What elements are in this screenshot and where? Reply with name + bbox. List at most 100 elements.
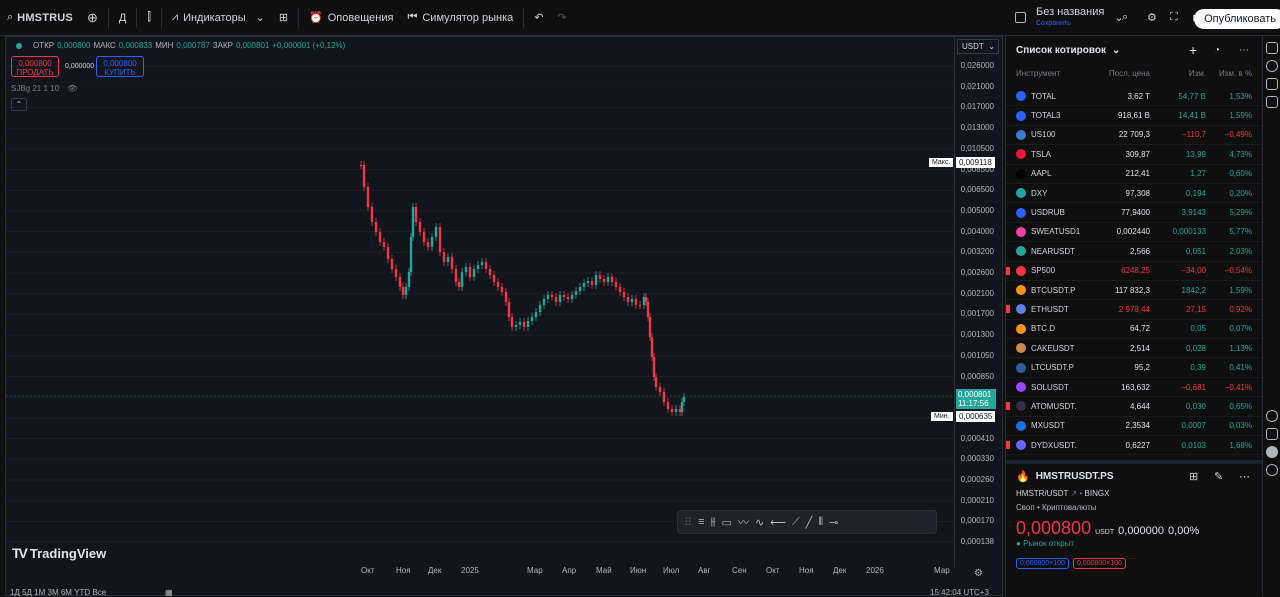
watchlist-row[interactable]: SOLUSDT 163,632 −0,681 −0,41% — [1006, 378, 1262, 398]
fib-icon[interactable]: ≡ — [698, 516, 705, 528]
row-symbol: SOLUSDT — [1031, 382, 1069, 392]
change-value: +0,000001 (+0,12%) — [272, 41, 346, 50]
col-last[interactable]: Посл. цена — [1108, 68, 1150, 78]
calendar-icon[interactable] — [1266, 428, 1278, 440]
watchlist-row[interactable]: TOTAL3 918,61 B 14,41 B 1,59% — [1006, 106, 1262, 126]
replay-icon: ⏮ — [407, 11, 418, 23]
target-icon[interactable] — [1266, 410, 1278, 422]
grid-icon[interactable]: ⊞ — [1189, 471, 1199, 483]
pitchfork-icon[interactable]: ⫵ — [710, 515, 716, 528]
rectangle-icon[interactable]: ▭ — [721, 516, 732, 529]
watchlist-title[interactable]: Список котировок — [1016, 44, 1106, 56]
watchlist-icon[interactable] — [1266, 42, 1278, 54]
path-icon[interactable]: 〰 — [737, 517, 749, 529]
plus-circle-icon: ⊕ — [86, 9, 98, 25]
quick-search-button[interactable]: ⌕ — [1115, 0, 1135, 36]
open-value: 0,000800 — [57, 41, 91, 50]
bar-countdown: 11:17:56 — [958, 399, 989, 408]
alerts-clock-icon[interactable] — [1266, 60, 1278, 72]
watchlist-row[interactable]: MXUSDT 2,3534 0,0007 0,03% — [1006, 417, 1262, 437]
watchlist-row[interactable]: CAKEUSDT 2,514 0,028 1,13% — [1006, 339, 1262, 359]
watchlist-row[interactable]: SP500 6248,25 −34,00 −0,54% — [1006, 262, 1262, 281]
broadcast-icon[interactable] — [1266, 464, 1278, 476]
apps-grid-icon[interactable] — [1266, 446, 1278, 458]
alerts-button[interactable]: ⏰ Оповещения — [302, 0, 400, 36]
horizontal-ray-icon[interactable]: ⟵ — [770, 516, 786, 529]
watchlist-row[interactable]: TSLA 309,87 13,99 4,73% — [1006, 145, 1262, 165]
candle-body — [642, 297, 646, 305]
layers-icon[interactable] — [1266, 78, 1278, 90]
buy-button[interactable]: 0,000800 КУПИТЬ — [96, 56, 144, 77]
candle-body — [570, 295, 574, 299]
row-change-pct: 1,68% — [1229, 440, 1252, 450]
curve-icon[interactable]: ∿ — [754, 516, 765, 529]
watchlist-row[interactable]: ATOMUSDT. 4,644 0,030 0,65% — [1006, 397, 1262, 417]
bars-pattern-icon[interactable]: ⦀ — [818, 515, 824, 528]
flag-icon[interactable] — [1006, 305, 1010, 314]
undo-button[interactable]: ↶ — [527, 0, 550, 36]
watchlist-row[interactable]: DYDXUSDT. 0,6227 0,0103 1,68% — [1006, 436, 1262, 456]
layouts-button[interactable]: ⊞ — [272, 0, 295, 36]
more-icon[interactable]: ⋯ — [1239, 471, 1250, 483]
trend-line-icon[interactable]: ⟋ — [791, 515, 800, 528]
chevron-down-icon: ⌄ — [255, 12, 265, 24]
col-instrument[interactable]: Инструмент — [1016, 68, 1061, 78]
price-chart[interactable] — [6, 37, 956, 567]
symbol-search[interactable]: ⌕ HMSTRUS — [0, 0, 80, 36]
chat-icon[interactable] — [1266, 96, 1278, 108]
watchlist-row[interactable]: BTC.D 64,72 0,05 0,07% — [1006, 320, 1262, 340]
price-axis[interactable]: USDT ⌄ 0,026000 0,021000 0,017000 0,013000 0… — [954, 37, 1002, 567]
calendar-icon[interactable]: ▦ — [165, 588, 173, 597]
ray-icon[interactable]: ╱ — [805, 516, 813, 529]
horizontal-line-icon[interactable]: ⊸ — [829, 516, 839, 529]
settings-button[interactable]: ⚙ — [1140, 0, 1164, 36]
watchlist-row[interactable]: AAPL 212,41 1,27 0,60% — [1006, 165, 1262, 184]
details-symbol[interactable]: HMSTRUSDT.PS — [1035, 471, 1114, 482]
publish-button[interactable]: Опубликовать — [1194, 9, 1280, 29]
candle-body — [518, 322, 522, 325]
layout-menu[interactable]: Без названия Сохранить ⌄ — [1008, 0, 1131, 36]
symbol-logo-icon — [1016, 382, 1026, 393]
gear-icon[interactable]: ⚙ — [974, 568, 983, 579]
replay-button[interactable]: ⏮ Симулятор рынка — [400, 0, 520, 36]
currency-select[interactable]: USDT ⌄ — [957, 39, 999, 54]
fullscreen-button[interactable]: ⛶ — [1163, 0, 1185, 36]
flag-icon[interactable] — [1006, 441, 1010, 450]
more-icon[interactable]: ⋯ — [1239, 44, 1249, 56]
pie-chart-icon[interactable]: ◔ — [1214, 44, 1221, 56]
flag-icon[interactable] — [1006, 402, 1010, 411]
collapse-legend-button[interactable]: ⌃ — [11, 98, 27, 111]
watchlist-row[interactable]: BTCUSDT.P 117 832,3 1842,2 1,59% — [1006, 281, 1262, 301]
time-axis[interactable]: Окт Ноя Дек 2025 Мар Апр Май Июн Июл Авг Сен Окт Ноя… — [6, 564, 956, 580]
watchlist-row[interactable]: LTCUSDT.P 95,2 0,39 0,41% — [1006, 358, 1262, 378]
flag-icon[interactable] — [1006, 266, 1010, 275]
add-symbol-icon[interactable]: + — [1189, 42, 1198, 58]
redo-button[interactable]: ↷ — [550, 0, 573, 36]
sell-button[interactable]: 0,000800 ПРОДАТЬ — [11, 56, 59, 77]
timeframe-presets[interactable]: 1Д 5Д 1М 3М 6М YTD Все — [10, 588, 107, 597]
add-symbol-button[interactable]: ⊕ — [80, 0, 105, 36]
row-change-pct: 2,03% — [1229, 246, 1252, 256]
chart-pane[interactable]: ОТКР 0,000800 МАКС 0,000833 МИН 0,000787 ЗА… — [5, 36, 1003, 596]
indicators-button[interactable]: ⩘ Индикаторы ⌄ — [165, 0, 272, 36]
price-tick: 0,000138 — [960, 537, 994, 547]
edit-icon[interactable]: ✎ — [1214, 471, 1224, 483]
watchlist-row[interactable]: DXY 97,308 0,194 0,20% — [1006, 184, 1262, 204]
col-change[interactable]: Изм. — [1188, 68, 1206, 78]
watchlist-row[interactable]: NEARUSDT 2,566 0,051 2,03% — [1006, 242, 1262, 262]
interval-button[interactable]: Д — [118, 11, 127, 24]
candle-body — [626, 297, 630, 302]
eye-icon[interactable]: 👁 — [67, 84, 78, 93]
row-instrument: ATOMUSDT. — [1006, 401, 1092, 412]
col-change-pct[interactable]: Изм. в % — [1219, 68, 1252, 78]
watchlist-row[interactable]: SWEATUSD1 0,002440 0,000133 5,77% — [1006, 223, 1262, 243]
chart-type-button[interactable]: ⫿ — [140, 0, 158, 36]
drag-handle-icon[interactable]: ⠿ — [684, 516, 693, 529]
chevron-down-icon[interactable]: ⌄ — [1112, 44, 1121, 56]
indicator-legend[interactable]: SJBg 21 1 10 👁 — [11, 84, 77, 93]
watchlist-row[interactable]: ETHUSDT 2 978,44 27,15 0,92% — [1006, 300, 1262, 320]
watchlist-row[interactable]: US100 22 709,3 −110,7 −0,49% — [1006, 126, 1262, 146]
external-link-icon[interactable]: ↗ — [1070, 489, 1078, 498]
watchlist-row[interactable]: TOTAL 3,62 T 54,77 B 1,53% — [1006, 87, 1262, 107]
watchlist-row[interactable]: USDRUB 77,9400 3,9143 5,29% — [1006, 203, 1262, 223]
